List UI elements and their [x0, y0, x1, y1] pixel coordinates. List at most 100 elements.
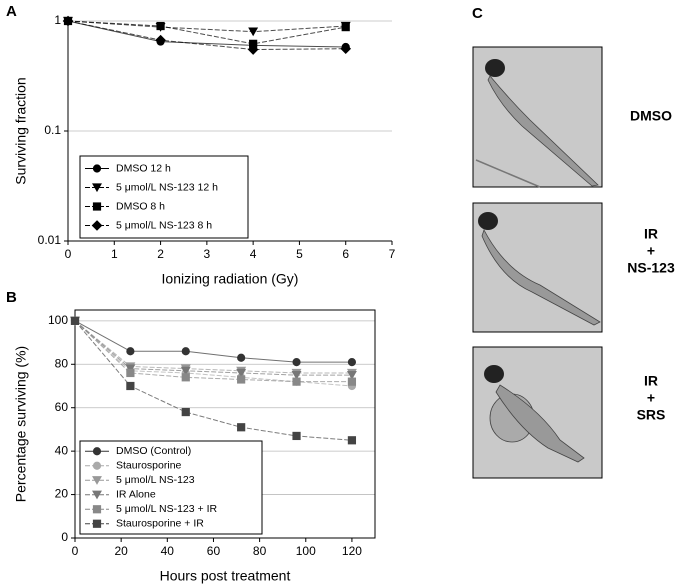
legend-marker	[92, 202, 102, 211]
y-tick-label: 80	[55, 356, 69, 370]
x-tick-label: 6	[342, 247, 349, 261]
marker	[346, 371, 357, 380]
marker	[70, 316, 80, 325]
x-tick-label: 60	[207, 544, 221, 558]
legend-marker	[92, 519, 102, 528]
y-tick-label: 40	[55, 443, 69, 457]
x-axis-title: Hours post treatment	[160, 568, 291, 584]
marker	[155, 34, 166, 46]
x-tick-label: 0	[72, 544, 79, 558]
legend-label: 5 μmol/L NS-123	[116, 474, 195, 486]
marker	[247, 44, 259, 55]
fish-head	[478, 212, 498, 230]
marker	[347, 377, 357, 386]
legend-box	[79, 440, 263, 535]
series-line	[74, 320, 352, 376]
x-tick-label: 80	[253, 544, 267, 558]
legend-marker	[92, 490, 102, 500]
series-line	[67, 20, 346, 45]
image-label: +	[647, 243, 655, 259]
legend-marker	[92, 505, 102, 514]
y-tick-label: 60	[55, 400, 69, 414]
image-label: +	[647, 390, 655, 406]
legend-box	[79, 155, 249, 239]
marker	[292, 377, 301, 386]
x-tick-label: 3	[204, 247, 211, 261]
y-tick-label: 0	[61, 530, 68, 544]
marker	[236, 368, 247, 378]
series-line	[74, 320, 352, 441]
fish-body	[495, 384, 585, 463]
legend-marker	[92, 447, 102, 456]
marker	[181, 373, 190, 382]
x-tick-label: 0	[65, 247, 72, 261]
marker	[347, 436, 357, 445]
panel-label: A	[6, 3, 17, 20]
marker	[347, 358, 357, 367]
fish-head	[485, 59, 505, 77]
marker	[126, 347, 135, 356]
marker	[340, 43, 352, 55]
marker	[62, 15, 74, 27]
marker	[237, 423, 246, 432]
series-line	[67, 20, 346, 33]
panel-label: B	[6, 289, 17, 306]
legend-label: Staurosporine + IR	[116, 518, 204, 530]
x-axis-title: Ionizing radiation (Gy)	[162, 271, 299, 287]
x-tick-label: 7	[389, 247, 396, 261]
image-panel	[472, 46, 603, 479]
image-label: SRS	[637, 407, 666, 423]
legend-marker	[92, 461, 102, 470]
marker	[126, 368, 135, 378]
x-tick-label: 40	[161, 544, 175, 558]
marker	[248, 27, 259, 37]
image-label: DMSO	[630, 108, 672, 124]
x-tick-label: 120	[342, 544, 362, 558]
series-line	[74, 320, 352, 383]
image-label: IR	[644, 373, 658, 389]
legend-label: DMSO 8 h	[116, 200, 165, 212]
legend-marker	[91, 220, 103, 231]
series-line	[67, 20, 346, 48]
y-axis-title: Percentage surviving (%)	[13, 346, 29, 502]
marker	[125, 364, 136, 374]
legend-label: 5 μmol/L NS-123 + IR	[116, 503, 217, 515]
marker	[341, 23, 350, 32]
panel-label: C	[472, 5, 483, 22]
marker	[237, 353, 246, 362]
legend-marker	[92, 164, 102, 173]
marker	[156, 21, 165, 31]
y-tick-label: 20	[55, 487, 69, 501]
marker	[291, 371, 302, 380]
image-label: IR	[644, 226, 658, 242]
marker	[237, 375, 246, 384]
fish-body	[487, 75, 599, 187]
marker	[181, 347, 190, 356]
x-tick-label: 2	[157, 247, 164, 261]
legend-label: IR Alone	[116, 489, 156, 501]
x-tick-label: 1	[111, 247, 118, 261]
series-line	[74, 320, 352, 363]
marker	[292, 431, 301, 441]
legend-label: DMSO 12 h	[116, 162, 171, 174]
series-line	[67, 20, 346, 51]
y-tick-label: 1	[54, 13, 61, 27]
y-tick-label: 0.1	[44, 123, 61, 137]
series-line	[74, 320, 352, 374]
legend-label: 5 μmol/L NS-123 8 h	[116, 219, 212, 231]
marker	[292, 358, 301, 367]
legend-label: Staurosporine	[116, 460, 182, 472]
x-tick-label: 5	[296, 247, 303, 261]
x-tick-label: 100	[296, 544, 316, 558]
marker	[181, 407, 190, 417]
series-line	[74, 320, 352, 387]
y-tick-label: 0.01	[38, 233, 62, 247]
fish-head	[484, 365, 504, 383]
x-tick-label: 4	[250, 247, 257, 261]
legend-marker	[92, 183, 102, 193]
legend-marker	[92, 476, 102, 485]
marker	[180, 366, 191, 376]
legend-label: DMSO (Control)	[116, 445, 191, 457]
y-axis-title: Surviving fraction	[13, 77, 29, 184]
